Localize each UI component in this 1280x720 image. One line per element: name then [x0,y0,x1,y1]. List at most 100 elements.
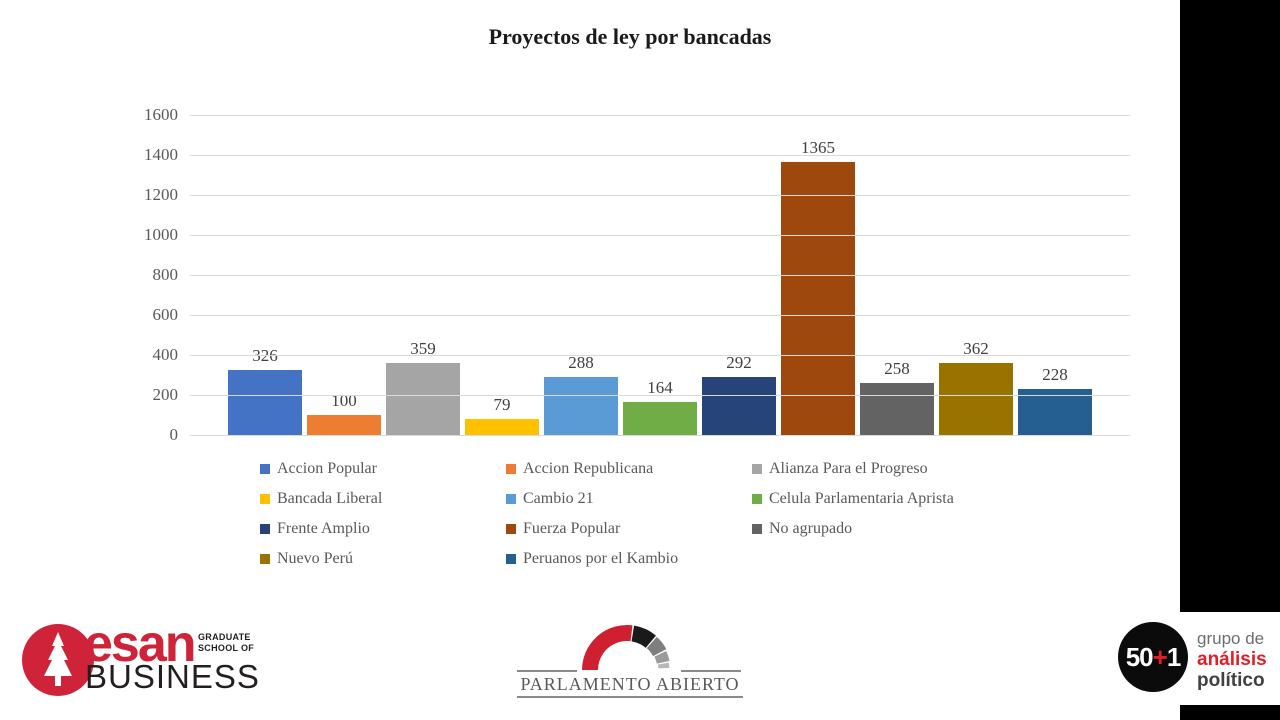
gridline [190,235,1130,236]
y-axis-tick-label: 0 [169,425,179,444]
badge-plus: + [1152,641,1168,672]
grupo-text-block: grupo de análisis político [1197,629,1267,691]
legend-item-accion-popular: Accion Popular [260,458,506,480]
bar-accion-popular: 326 [228,346,302,435]
bar-accion-republicana: 100 [307,391,381,435]
bar-celula-parlamentaria-aprista: 164 [623,378,697,435]
bar-value-label: 1365 [801,138,835,157]
legend-marker-icon [260,494,270,504]
chart-title: Proyectos de ley por bancadas [488,24,772,49]
y-axis-tick-label: 1600 [144,105,178,124]
bar-value-label: 326 [252,346,278,365]
gridline [190,195,1130,196]
legend-label: Cambio 21 [523,490,594,507]
legend-marker-icon [260,464,270,474]
gridline [190,155,1130,156]
right-black-panel [1180,0,1280,612]
esan-business-text: BUSINESS [85,658,260,695]
bar-value-label: 359 [410,339,436,358]
gridline [190,435,1130,436]
gridline [190,275,1130,276]
y-axis-tick-label: 800 [152,265,179,284]
legend-item-fuerza-popular: Fuerza Popular [506,518,752,540]
badge-50: 50 [1125,641,1154,672]
bar-frente-amplio: 292 [702,353,776,435]
legend-marker-icon [752,464,762,474]
bar-row: 326 100 359 79 288 164 292 1365 258 362 228 [190,115,1130,435]
legend-marker-icon [260,554,270,564]
legend-label: Celula Parlamentaria Aprista [769,490,954,507]
legend-marker-icon [506,494,516,504]
bar-bancada-liberal: 79 [465,395,539,435]
bar-no-agrupado: 258 [860,359,934,435]
plot-area: 326 100 359 79 288 164 292 1365 258 362 228 [190,115,1130,436]
esan-school-line1: GRADUATE [198,632,251,642]
parlamento-abierto-logo: PARLAMENTO ABIERTO [515,612,745,707]
grupo-501-logo: 50 +1 grupo de análisis político [1118,620,1278,705]
legend-label: Alianza Para el Progreso [769,460,928,477]
grupo-line1: grupo de [1197,629,1265,648]
legend-label: Accion Republicana [523,460,654,477]
fifty-plus-one-badge: 50 +1 [1118,622,1188,692]
legend-item-cambio-21: Cambio 21 [506,488,752,510]
bar-value-label: 288 [568,353,594,372]
legend-marker-icon [260,524,270,534]
legend-marker-icon [506,524,516,534]
bar-fuerza-popular: 1365 [781,138,855,435]
legend-item-alianza-para-el-progreso: Alianza Para el Progreso [752,458,998,480]
divider-line [681,670,741,672]
y-axis-tick-label: 200 [152,385,179,404]
legend-label: Bancada Liberal [277,490,383,507]
y-axis-tick-label: 600 [152,305,179,324]
y-axis-tick-label: 1000 [144,225,178,244]
legend-marker-icon [752,524,762,534]
legend-label: Peruanos por el Kambio [523,550,679,567]
bar-value-label: 164 [647,378,673,397]
divider-line [517,696,743,698]
esan-tree-icon [22,624,94,696]
bar-value-label: 228 [1042,365,1068,384]
legend-item-nuevo-peru: Nuevo Perú [260,548,506,570]
divider-line [517,670,577,672]
right-black-panel-bottom [1180,705,1280,720]
esan-school-text: GRADUATE SCHOOL OF [198,632,254,654]
bar-value-label: 79 [493,395,511,414]
legend-marker-icon [752,494,762,504]
grupo-line3: político [1197,670,1265,691]
legend-label: Frente Amplio [277,520,370,537]
gridline [190,395,1130,396]
esan-logo: esan GRADUATE SCHOOL OF BUSINESS [22,618,262,702]
y-axis-tick-label: 1400 [144,145,178,164]
bar-value-label: 258 [884,359,910,378]
bar-value-label: 292 [726,353,752,372]
bar-cambio-21: 288 [544,353,618,435]
legend-marker-icon [506,554,516,564]
gridline [190,315,1130,316]
legend-item-accion-republicana: Accion Republicana [506,458,752,480]
bar-nuevo-peru: 362 [939,339,1013,435]
gauge-arc-icon [582,625,670,671]
bar-value-label: 100 [331,391,357,410]
legend-item-no-agrupado: No agrupado [752,518,998,540]
badge-1: 1 [1166,641,1182,672]
grupo-line2: análisis [1197,649,1267,670]
legend-item-bancada-liberal: Bancada Liberal [260,488,506,510]
legend-label: Fuerza Popular [523,520,621,537]
legend-item-celula-parlamentaria-aprista: Celula Parlamentaria Aprista [752,488,998,510]
legend-label: Accion Popular [277,460,377,477]
legend-marker-icon [506,464,516,474]
chart-legend: Accion Popular Accion Republicana Alianza … [260,458,998,570]
legend-item-frente-amplio: Frente Amplio [260,518,506,540]
legend-item-peruanos-por-el-kambio: Peruanos por el Kambio [506,548,752,570]
legend-label: No agrupado [769,520,853,537]
y-axis-tick-label: 1200 [144,185,178,204]
bar-value-label: 362 [963,339,989,358]
bar-alianza-para-el-progreso: 359 [386,339,460,435]
esan-school-line2: SCHOOL OF [198,643,255,653]
legend-label: Nuevo Perú [277,550,353,567]
gridline [190,355,1130,356]
y-axis-tick-label: 400 [152,345,179,364]
esan-brand-text: esan [84,615,197,673]
